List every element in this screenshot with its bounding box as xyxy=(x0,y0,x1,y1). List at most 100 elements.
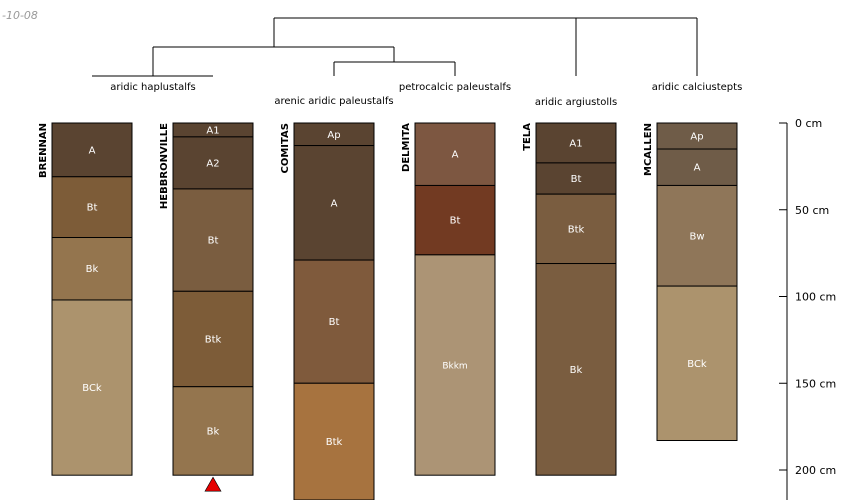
horizon-block xyxy=(172,290,254,388)
horizon-label: Ap xyxy=(690,132,703,143)
dendrogram-links xyxy=(92,17,698,77)
horizon-label: A xyxy=(89,145,96,156)
profile-mcallen: Ap A Bw BCk MCALLEN xyxy=(643,122,738,442)
soil-profiles: A Bt Bk BCk BRENNAN A1 A2 Bt Btk Bk HEBBRONVILLE Ap… xyxy=(38,122,738,500)
horizon-block xyxy=(172,188,254,292)
corner-date-fragment: -10-08 xyxy=(2,9,38,22)
group-label-aridic-argiustolls: aridic argiustolls xyxy=(535,97,617,108)
horizon-brennan-a: A xyxy=(51,122,133,178)
profile-brennan: A Bt Bk BCk BRENNAN xyxy=(38,122,133,476)
depth-tick-label: 200 cm xyxy=(795,464,836,477)
horizon-label: A xyxy=(452,150,459,161)
depth-tick-label: 0 cm xyxy=(795,117,822,130)
horizon-block xyxy=(293,145,375,261)
horizon-label: Bt xyxy=(208,236,219,247)
horizon-block xyxy=(293,259,375,384)
horizon-tela-bt: Bt xyxy=(535,162,617,195)
profile-name-delmita: DELMITA xyxy=(401,123,412,172)
depth-tick-label: 100 cm xyxy=(795,291,836,304)
profile-delmita: A Bt Bkkm DELMITA xyxy=(401,122,496,476)
horizon-hebbronville-bt: Bt xyxy=(172,188,254,292)
horizon-mcallen-a: A xyxy=(656,148,738,186)
horizon-label: Bt xyxy=(450,216,461,227)
horizon-label: BCk xyxy=(687,359,707,370)
horizon-label: Btk xyxy=(205,335,222,346)
red-triangle-icon xyxy=(204,476,222,492)
horizon-label: Ap xyxy=(327,130,340,141)
horizon-block xyxy=(535,193,617,265)
group-label-arenic-aridic-paleustalfs: arenic aridic paleustalfs xyxy=(274,96,393,107)
horizon-block xyxy=(656,285,738,442)
horizon-label: Btk xyxy=(326,437,343,448)
horizon-label: A1 xyxy=(569,138,582,149)
horizon-comitas-btk: Btk xyxy=(293,382,375,500)
horizon-tela-a1: A1 xyxy=(535,122,617,164)
horizon-mcallen-ap: Ap xyxy=(656,122,738,150)
horizon-label: Bt xyxy=(329,317,340,328)
horizon-block xyxy=(656,122,738,150)
horizon-label: A xyxy=(694,163,701,174)
horizon-label: Bk xyxy=(570,365,583,376)
horizon-block xyxy=(414,122,496,186)
horizon-label: Bw xyxy=(689,231,704,242)
horizon-comitas-bt: Bt xyxy=(293,259,375,384)
profile-name-hebbronville: HEBBRONVILLE xyxy=(159,123,170,209)
horizon-hebbronville-a1: A1 xyxy=(172,122,254,138)
dendrogram: aridic haplustalfs arenic aridic paleust… xyxy=(92,17,743,108)
profile-name-tela: TELA xyxy=(522,123,533,151)
horizon-hebbronville-bk: Bk xyxy=(172,386,254,476)
dendrogram-root-link xyxy=(273,17,698,76)
horizon-brennan-bck: BCk xyxy=(51,299,133,476)
horizon-label: Bk xyxy=(86,264,99,275)
horizon-hebbronville-btk: Btk xyxy=(172,290,254,388)
dendrogram-inner-link xyxy=(152,46,395,76)
horizon-comitas-a: A xyxy=(293,145,375,261)
horizon-label: A xyxy=(331,198,338,209)
depth-tick-label: 150 cm xyxy=(795,377,836,390)
horizon-label: Btk xyxy=(568,224,585,235)
group-label-aridic-haplustalfs: aridic haplustalfs xyxy=(110,82,196,93)
profile-name-brennan: BRENNAN xyxy=(38,123,49,178)
horizon-delmita-bkkm: Bkkm xyxy=(414,254,496,476)
horizon-block xyxy=(293,382,375,500)
horizon-block xyxy=(172,386,254,476)
horizon-mcallen-bw: Bw xyxy=(656,184,738,287)
profile-tela: A1 Bt Btk Bk TELA xyxy=(522,122,617,476)
horizon-block xyxy=(51,237,133,301)
horizon-block xyxy=(535,122,617,164)
depth-axis: 0 cm 50 cm 100 cm 150 cm 200 cm xyxy=(779,117,836,500)
horizon-block xyxy=(656,148,738,186)
horizon-label: Bk xyxy=(207,426,220,437)
horizon-block xyxy=(51,122,133,178)
profile-hebbronville: A1 A2 Bt Btk Bk HEBBRONVILLE xyxy=(159,122,254,476)
truncation-marker xyxy=(204,476,222,492)
horizon-hebbronville-a2: A2 xyxy=(172,136,254,190)
horizon-label: Bt xyxy=(87,203,98,214)
horizon-delmita-bt: Bt xyxy=(414,184,496,256)
horizon-block xyxy=(535,263,617,476)
horizon-tela-btk: Btk xyxy=(535,193,617,265)
horizon-mcallen-bck: BCk xyxy=(656,285,738,442)
depth-tick-label: 50 cm xyxy=(795,204,829,217)
profile-name-comitas: COMITAS xyxy=(280,123,291,174)
horizon-label: Bkkm xyxy=(442,362,467,372)
horizon-tela-bk: Bk xyxy=(535,263,617,476)
horizon-block xyxy=(51,299,133,476)
group-label-petrocalcic-paleustalfs: petrocalcic paleustalfs xyxy=(399,82,511,93)
horizon-block xyxy=(414,254,496,476)
horizon-label: A2 xyxy=(206,158,219,169)
horizon-delmita-a: A xyxy=(414,122,496,186)
profile-name-mcallen: MCALLEN xyxy=(643,123,654,176)
horizon-label: Bt xyxy=(571,174,582,185)
horizon-brennan-bt: Bt xyxy=(51,176,133,239)
dendrogram-leaf-link xyxy=(333,61,456,76)
profile-comitas: Ap A Bt Btk COMITAS xyxy=(280,122,375,500)
horizon-block xyxy=(414,184,496,256)
horizon-block xyxy=(535,162,617,195)
group-label-aridic-calciustepts: aridic calciustepts xyxy=(652,82,743,93)
horizon-block xyxy=(172,136,254,190)
horizon-comitas-ap: Ap xyxy=(293,122,375,147)
horizon-block xyxy=(656,184,738,287)
horizon-brennan-bk: Bk xyxy=(51,237,133,301)
